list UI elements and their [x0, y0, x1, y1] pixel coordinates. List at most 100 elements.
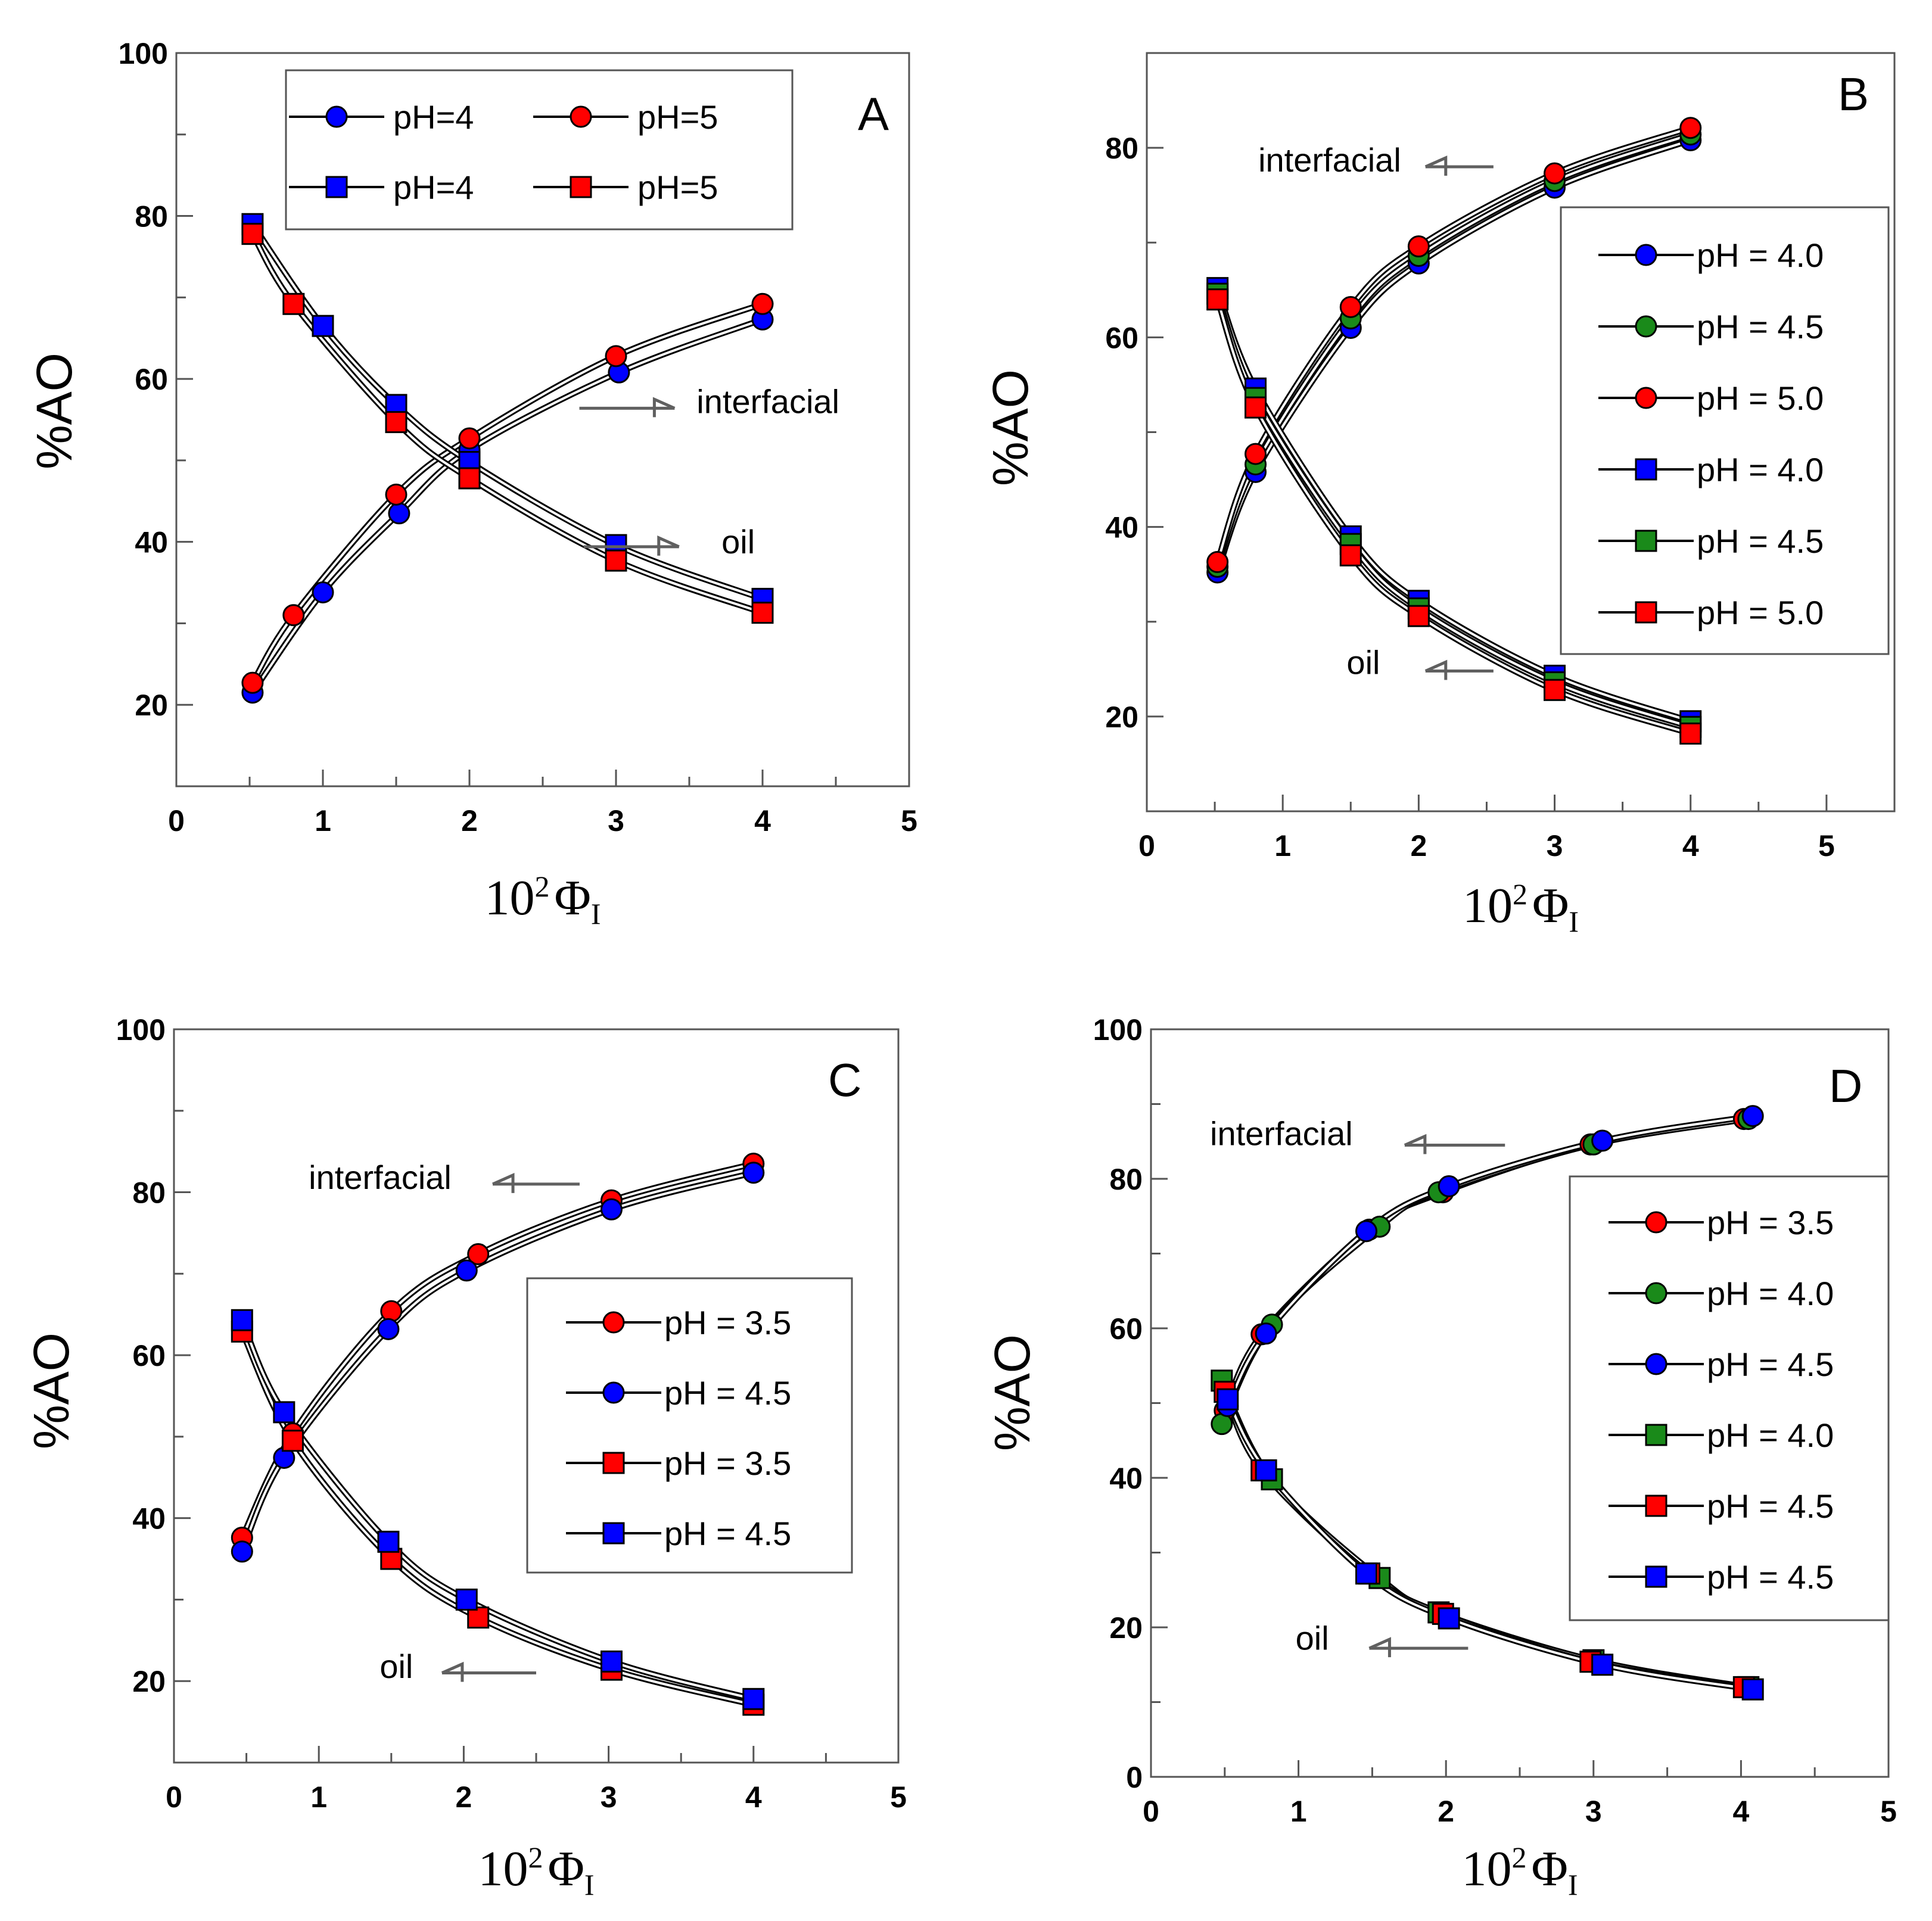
x-tick-label: 1 [315, 804, 331, 837]
annotation-arrow-head [1404, 1134, 1427, 1154]
x-label-base: 10 [478, 1841, 528, 1897]
data-point [1339, 544, 1362, 566]
panel-letter: A [858, 88, 889, 140]
legend-label: pH=4 [393, 169, 474, 206]
data-point [1544, 678, 1566, 701]
legend-label: pH = 4.0 [1707, 1275, 1834, 1312]
x-tick-label: 0 [166, 1780, 182, 1814]
legend-box [1560, 206, 1890, 655]
data-point [282, 292, 305, 315]
data-point [742, 1688, 765, 1710]
x-tick-label: 4 [745, 1780, 762, 1814]
panel-letter: B [1838, 68, 1869, 120]
data-point [377, 1318, 400, 1340]
data-point [377, 1530, 400, 1553]
y-tick-label: 80 [1105, 132, 1138, 165]
legend-marker [1645, 1565, 1667, 1588]
chart-panel-c: 0 1 2 3 4 520406080100%AO102ΦIinterfacialoilp… [23, 1013, 907, 1901]
data-point [1355, 1562, 1377, 1585]
x-tick-label: 5 [890, 1780, 907, 1814]
y-axis-label: %AO [982, 369, 1038, 486]
x-tick-label: 1 [1274, 829, 1291, 863]
y-tick-label: 60 [132, 1339, 166, 1372]
x-label-sup: 2 [1513, 877, 1527, 911]
data-point [1679, 117, 1702, 139]
legend-box [1569, 1175, 1890, 1621]
legend-label: pH = 4.5 [1697, 522, 1824, 560]
x-tick-label: 0 [1143, 1795, 1159, 1828]
annotation-arrow-head [1424, 155, 1448, 176]
legend-marker [1635, 601, 1657, 624]
annotation-arrow-head [441, 1661, 464, 1682]
x-tick-label: 3 [1585, 1795, 1602, 1828]
legend-marker [1635, 315, 1657, 338]
legend-label: pH = 5.0 [1697, 379, 1824, 417]
x-tick-label: 4 [1732, 1795, 1749, 1828]
legend-label: pH = 4.5 [1707, 1346, 1834, 1383]
legend-marker [570, 105, 592, 128]
data-point [385, 483, 407, 506]
y-tick-label: 80 [135, 200, 168, 233]
data-point [742, 1162, 765, 1184]
y-axis-label: %AO [23, 1332, 79, 1449]
x-tick-label: 0 [168, 804, 185, 837]
legend-label: pH = 4.5 [1707, 1487, 1834, 1525]
data-point [1741, 1105, 1764, 1128]
data-point [241, 671, 264, 694]
y-tick-label: 80 [1109, 1163, 1143, 1196]
data-point [1217, 1388, 1239, 1411]
x-label-base: 10 [484, 870, 534, 926]
legend-label: pH = 4.5 [1707, 1558, 1834, 1596]
x-tick-label: 4 [754, 804, 771, 837]
data-point [273, 1401, 295, 1424]
data-point [380, 1300, 403, 1322]
x-tick-label: 3 [601, 1780, 617, 1814]
legend-marker [602, 1452, 625, 1474]
data-point [312, 315, 334, 337]
x-axis-label: 102ΦI [1463, 877, 1579, 938]
x-label-symbol: Φ [1532, 878, 1569, 933]
y-axis-label: %AO [26, 353, 82, 469]
data-point [458, 427, 481, 450]
data-point [1245, 396, 1267, 419]
legend-marker [325, 176, 348, 198]
chart-panel-d: 0 1 2 3 4 5020406080100%AO102ΦIinterfacialoil… [984, 1013, 1897, 1901]
x-label-subscript: I [584, 1868, 595, 1901]
data-point [1245, 443, 1267, 465]
x-tick-label: 2 [1410, 829, 1427, 863]
data-point [1255, 1322, 1277, 1345]
legend-label: pH = 4.5 [664, 1515, 791, 1552]
y-tick-label: 40 [1109, 1462, 1143, 1495]
data-point [231, 1540, 253, 1563]
data-point [385, 411, 407, 434]
x-label-subscript: I [1569, 905, 1579, 938]
y-tick-label: 100 [119, 37, 168, 70]
data-point [1339, 295, 1362, 318]
x-tick-label: 2 [1438, 1795, 1454, 1828]
data-point [1206, 551, 1229, 574]
y-tick-label: 20 [1109, 1611, 1143, 1645]
y-tick-label: 100 [116, 1013, 166, 1047]
data-point [281, 1430, 304, 1452]
annotation-oil: oil [721, 523, 755, 561]
legend-label: pH = 4.5 [664, 1374, 791, 1412]
y-tick-label: 60 [1109, 1312, 1143, 1346]
panel-letter: D [1829, 1060, 1862, 1112]
x-label-base: 10 [1463, 878, 1513, 933]
data-point [1206, 288, 1229, 311]
legend-label: pH = 4.0 [1697, 236, 1824, 274]
legend-marker [1635, 387, 1657, 409]
x-tick-label: 2 [461, 804, 478, 837]
legend-marker [570, 176, 592, 198]
legend-label: pH = 3.5 [1707, 1204, 1834, 1241]
data-point [1355, 1220, 1377, 1243]
data-point [467, 1606, 490, 1629]
legend-label: pH=4 [393, 98, 474, 136]
annotation-interfacial: interfacial [696, 383, 839, 421]
data-point [282, 604, 305, 627]
data-point [1591, 1129, 1614, 1152]
x-label-symbol: Φ [547, 1841, 584, 1897]
x-tick-label: 5 [901, 804, 917, 837]
